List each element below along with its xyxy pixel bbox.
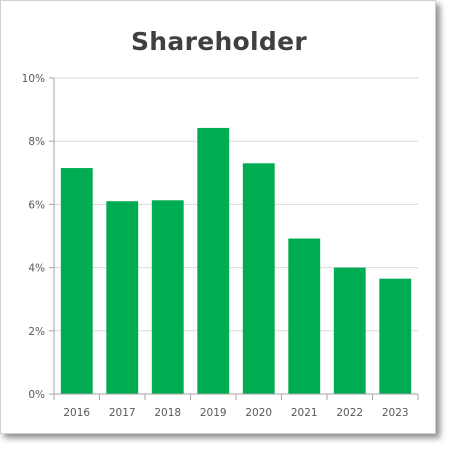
- x-tick-label: 2020: [245, 407, 272, 419]
- bar-2018: [151, 200, 184, 394]
- bar-2017: [106, 201, 139, 394]
- y-tick-label: 0%: [28, 389, 45, 401]
- x-tick-label: 2023: [382, 407, 409, 419]
- y-tick-label: 2%: [28, 326, 45, 338]
- y-tick-label: 4%: [28, 263, 45, 275]
- x-tick-label: 2018: [154, 407, 181, 419]
- x-tick-label: 2021: [291, 407, 318, 419]
- chart-title: Shareholder: [131, 27, 307, 56]
- bars: [60, 127, 412, 394]
- bar-2023: [379, 278, 412, 394]
- y-tick-label: 8%: [28, 136, 45, 148]
- x-tick-label: 2022: [336, 407, 363, 419]
- x-axis: 2016 2017 2018 2019 2020 2021 2022 2023: [53, 393, 419, 419]
- bar-2021: [288, 238, 321, 394]
- bar-2022: [333, 267, 366, 394]
- y-tick-label: 6%: [28, 199, 45, 211]
- x-tick-label: 2019: [200, 407, 227, 419]
- bar-2019: [197, 127, 230, 394]
- bar-2020: [242, 163, 275, 394]
- x-tick-label: 2016: [63, 407, 90, 419]
- bar-chart: 0%2%4%6%8%10% 2016 2017 2018 2019 2020 2021 20…: [22, 73, 419, 419]
- bar-2016: [60, 168, 93, 394]
- y-axis: 0% 2% 4% 6% 8% 10%: [22, 73, 55, 401]
- y-tick-label: 10%: [22, 73, 45, 85]
- x-tick-label: 2017: [109, 407, 136, 419]
